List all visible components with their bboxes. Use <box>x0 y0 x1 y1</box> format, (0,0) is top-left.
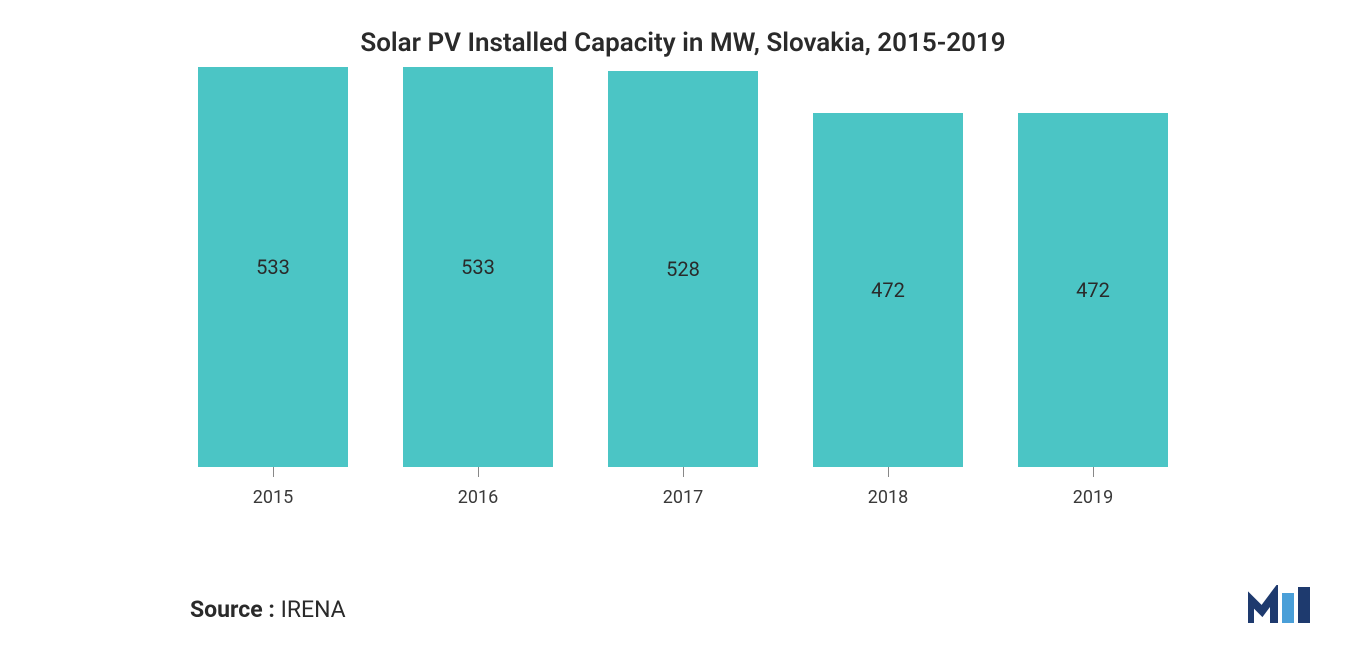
source-line: Source : IRENA <box>190 596 346 623</box>
bar-category-label: 2017 <box>663 487 703 508</box>
axis-tick <box>1093 467 1094 477</box>
bar-value-label: 528 <box>666 257 700 281</box>
bars-area: 533 2015 533 2016 528 2017 472 2018 472 2019 <box>40 108 1326 508</box>
bar-category-label: 2019 <box>1073 487 1113 508</box>
bar: 472 <box>813 113 963 467</box>
mordor-logo-icon <box>1248 585 1316 625</box>
bar: 533 <box>403 67 553 467</box>
bar-category-label: 2015 <box>253 487 293 508</box>
axis-tick <box>478 467 479 477</box>
bar-value-label: 472 <box>1076 278 1110 302</box>
bar-group: 533 2016 <box>403 67 553 508</box>
source-value: IRENA <box>281 596 346 623</box>
brand-logo <box>1248 585 1316 629</box>
bar: 533 <box>198 67 348 467</box>
bar-group: 472 2019 <box>1018 113 1168 508</box>
bar: 472 <box>1018 113 1168 467</box>
bar-value-label: 472 <box>871 278 905 302</box>
bar-value-label: 533 <box>256 255 290 279</box>
chart-title: Solar PV Installed Capacity in MW, Slova… <box>40 28 1326 58</box>
bar-category-label: 2018 <box>868 487 908 508</box>
axis-tick <box>273 467 274 477</box>
bar-group: 533 2015 <box>198 67 348 508</box>
axis-tick <box>888 467 889 477</box>
bar-category-label: 2016 <box>458 487 498 508</box>
bar-group: 528 2017 <box>608 71 758 508</box>
axis-tick <box>683 467 684 477</box>
bar-group: 472 2018 <box>813 113 963 508</box>
chart-container: Solar PV Installed Capacity in MW, Slova… <box>0 0 1366 655</box>
source-label: Source : <box>190 596 275 623</box>
bar: 528 <box>608 71 758 467</box>
bar-value-label: 533 <box>461 255 495 279</box>
